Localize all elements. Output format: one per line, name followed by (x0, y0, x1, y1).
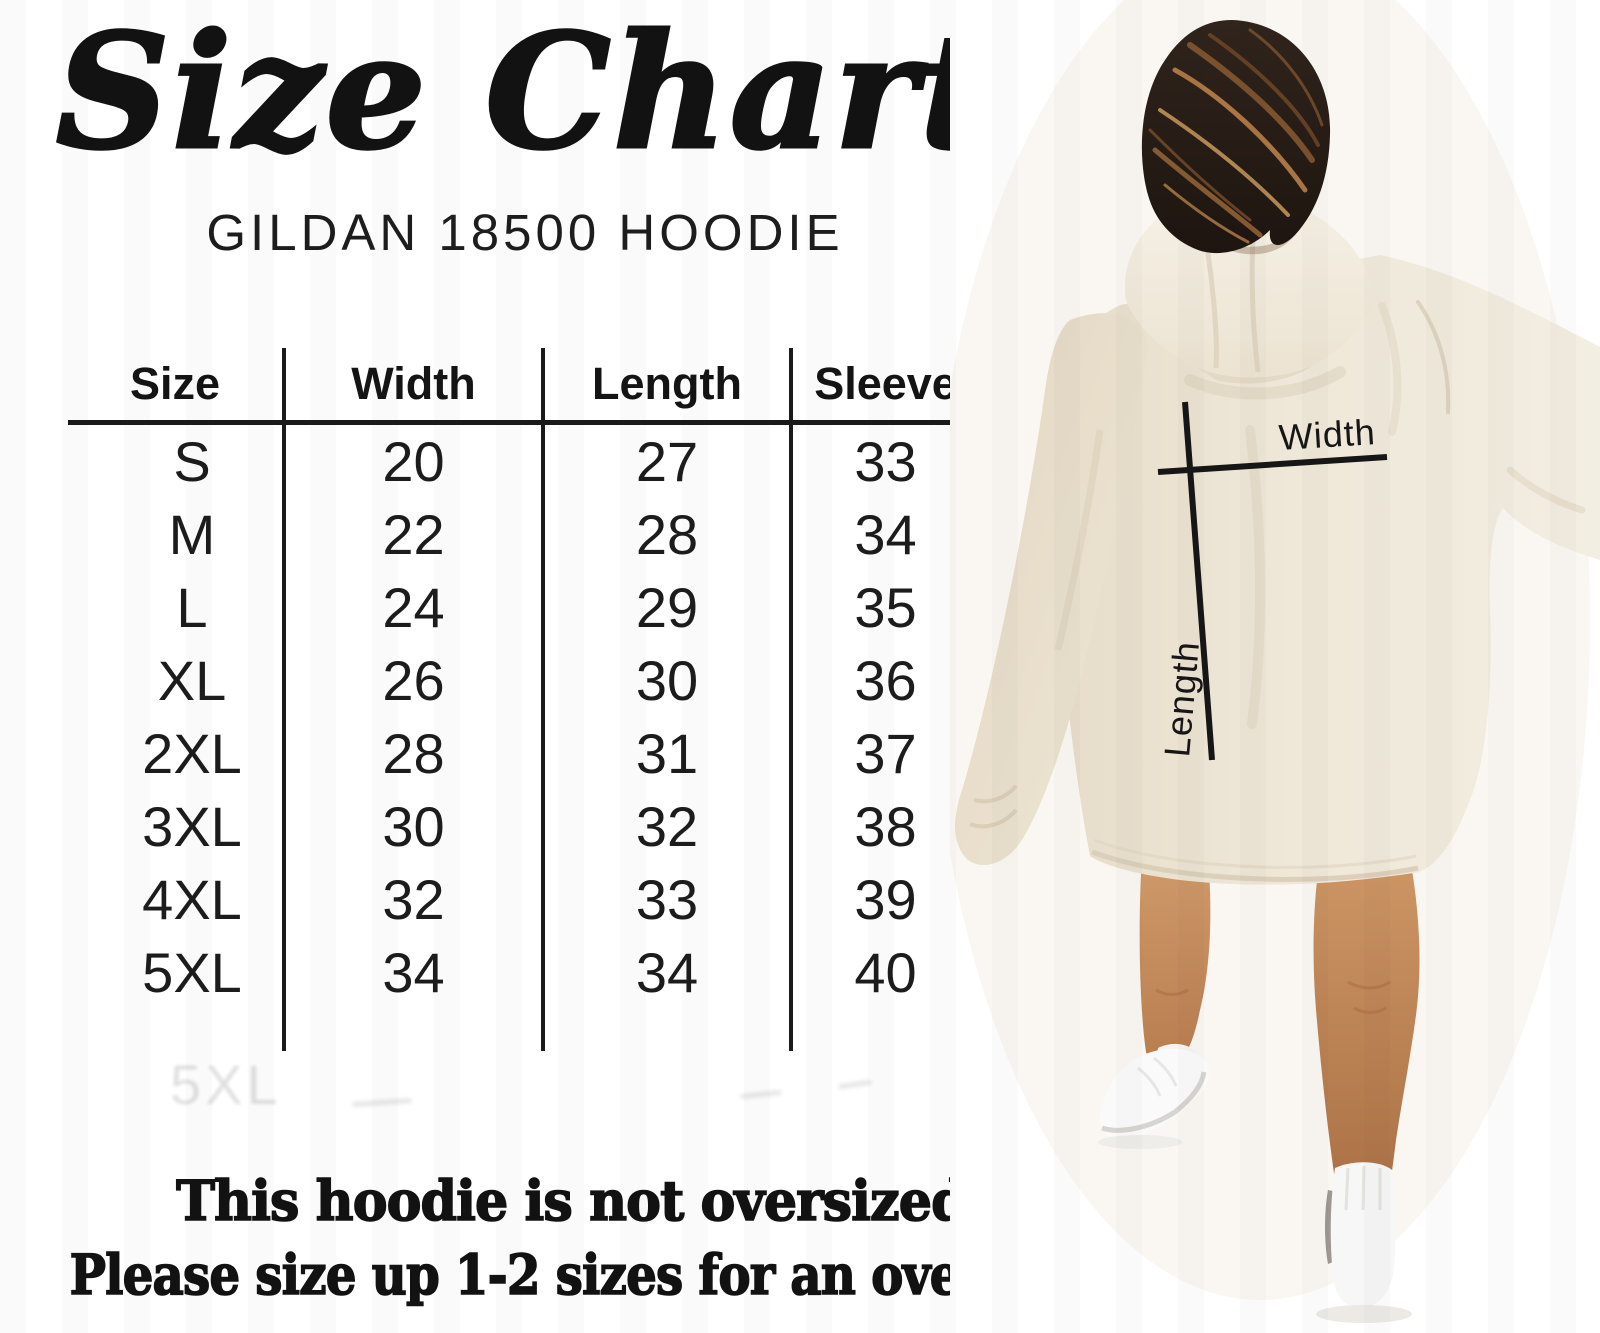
erased-mark (837, 1079, 873, 1090)
sleeve-cell: 40 (854, 941, 917, 1004)
model-photo: Width Length (930, 0, 1600, 1333)
column-header-size: Size (68, 348, 286, 425)
size-cell: 4XL (68, 863, 286, 936)
right-shoe (1316, 1162, 1412, 1323)
sleeve-cell: 37 (854, 722, 917, 785)
width-cell: 28 (286, 717, 545, 790)
left-shoe (1098, 1043, 1209, 1149)
sleeve-cell: 33 (854, 430, 917, 493)
column-header-width: Width (286, 348, 545, 425)
erased-mark (351, 1097, 413, 1108)
size-cell: L (68, 571, 286, 644)
size-cell: 2XL (68, 717, 286, 790)
length-cell: 32 (545, 790, 793, 863)
sleeve-cell: 36 (854, 649, 917, 712)
length-cell: 29 (545, 571, 793, 644)
right-leg (1313, 866, 1420, 1206)
hoodie-hem-ribbing (1091, 838, 1419, 882)
width-cell: 26 (286, 644, 545, 717)
page-title: Size Chart (54, 0, 995, 185)
width-cell: 22 (286, 498, 545, 571)
sleeve-cell: 39 (854, 868, 917, 931)
table-line-extension (286, 1009, 545, 1051)
erased-mark (739, 1089, 783, 1100)
width-measure-label: Width (1278, 411, 1377, 458)
sleeve-cell: 38 (854, 795, 917, 858)
size-cell: XL (68, 644, 286, 717)
table-line-extension (545, 1009, 793, 1051)
width-cell: 32 (286, 863, 545, 936)
size-cell: S (68, 425, 286, 498)
table-line-extension (68, 1009, 286, 1051)
column-header-length: Length (545, 348, 793, 425)
column-header-sleeve: Sleeve (793, 348, 978, 425)
size-cell: 5XL (68, 936, 286, 1009)
width-cell: 34 (286, 936, 545, 1009)
page-subtitle: GILDAN 18500 HOODIE (206, 204, 844, 261)
sleeve-cell: 34 (854, 503, 917, 566)
size-cell: M (68, 498, 286, 571)
width-cell: 24 (286, 571, 545, 644)
hoodie-fold-shading (1184, 300, 1586, 729)
note-size-up: Please size up 1-2 sizes for an oversize… (69, 1241, 1264, 1308)
erased-row-remnant: 5XL (170, 1053, 282, 1116)
measurement-annotation: Width Length (1156, 401, 1388, 761)
hair (1141, 20, 1331, 254)
length-cell: 27 (545, 425, 793, 498)
size-cell: 3XL (68, 790, 286, 863)
sleeve-cell: 35 (854, 576, 917, 639)
length-cell: 30 (545, 644, 793, 717)
length-cell: 28 (545, 498, 793, 571)
hoodie-left-sleeve (955, 313, 1148, 866)
length-cell: 34 (545, 936, 793, 1009)
width-cell: 20 (286, 425, 545, 498)
width-cell: 30 (286, 790, 545, 863)
model-photo-illustration: Width Length (930, 0, 1600, 1333)
size-table: Size Width Length Sleeve S 20 27 33 M 22… (68, 348, 978, 1051)
note-not-oversized: This hoodie is not oversized. (175, 1167, 985, 1234)
length-cell: 33 (545, 863, 793, 936)
length-cell: 31 (545, 717, 793, 790)
length-measure-line (1182, 401, 1215, 761)
width-measure-line (1157, 454, 1388, 475)
length-measure-label: Length (1156, 639, 1207, 758)
left-leg (1139, 855, 1211, 1067)
